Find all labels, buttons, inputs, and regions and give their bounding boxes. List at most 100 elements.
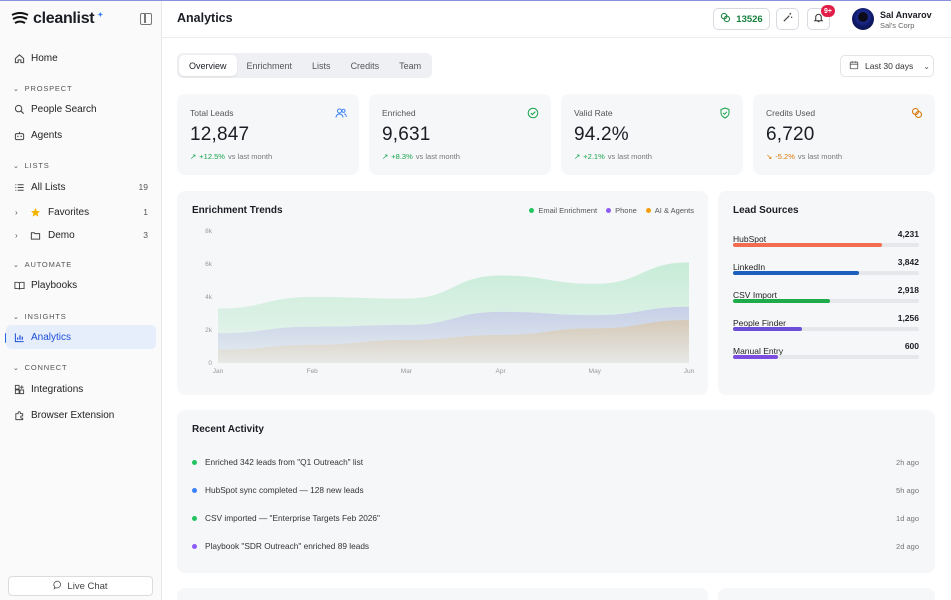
user-org: Sal's Corp: [880, 21, 915, 30]
top-header: Analytics 13526 9+ Sal Anvarov Sal's Cor…: [162, 1, 951, 38]
check-circle-icon: [527, 107, 539, 119]
legend-item-phone[interactable]: Phone: [606, 206, 637, 215]
sidebar-collapse-icon[interactable]: [140, 13, 152, 25]
activity-time: 2h ago: [896, 457, 919, 467]
activity-item[interactable]: Playbook "SDR Outreach" enriched 89 lead…: [192, 539, 919, 553]
chevron-down-icon: ⌄: [13, 85, 20, 93]
sidebar-item-label: People Search: [31, 103, 97, 115]
lead-source-value: 1,256: [897, 313, 919, 323]
notification-badge: 9+: [821, 5, 835, 17]
chevron-down-icon: ⌄: [13, 364, 20, 372]
section-lists[interactable]: ⌄ LISTS: [13, 161, 50, 170]
lead-source-bar-fill: [733, 243, 882, 247]
sidebar-item-browser-extension[interactable]: Browser Extension: [6, 403, 156, 427]
section-automate[interactable]: ⌄ AUTOMATE: [13, 260, 72, 269]
y-tick-label: 2k: [205, 327, 213, 334]
section-connect[interactable]: ⌄ CONNECT: [13, 363, 67, 372]
chart-legend: Email Enrichment Phone AI & Agents: [529, 206, 694, 215]
activity-time: 1d ago: [896, 513, 919, 523]
x-tick-label: Jan: [213, 368, 224, 375]
sidebar-item-analytics[interactable]: Analytics: [6, 325, 156, 349]
chat-icon: [53, 580, 63, 593]
coins-icon: [720, 12, 731, 26]
section-label: LISTS: [24, 161, 50, 170]
credits-balance-button[interactable]: 13526: [713, 8, 770, 30]
live-chat-button[interactable]: Live Chat: [8, 576, 153, 596]
sidebar-item-home[interactable]: Home: [6, 46, 156, 70]
magic-wand-icon: [782, 10, 793, 28]
stat-change-suffix: vs last month: [607, 152, 652, 161]
lead-source-name: CSV Import: [733, 290, 777, 300]
lead-sources-card: Lead Sources HubSpot 4,231 LinkedIn 3,842 CS…: [718, 191, 935, 395]
trend-down-icon: ↘: [766, 152, 773, 161]
activity-status-dot: [192, 487, 197, 493]
section-label: AUTOMATE: [24, 260, 73, 269]
sidebar-item-label: Demo: [48, 229, 75, 241]
sidebar-item-label: Home: [31, 52, 58, 64]
activity-text: CSV imported — "Enterprise Targets Feb 2…: [205, 513, 380, 523]
lead-source-bar-fill: [733, 355, 778, 359]
lead-sources-title: Lead Sources: [733, 205, 799, 216]
book-icon: [13, 279, 25, 291]
list-count: 1: [143, 207, 148, 217]
lead-source-bar-fill: [733, 327, 802, 331]
recent-activity-card: Recent Activity Enriched 342 leads from …: [177, 410, 935, 573]
stat-trend: ↗ +8.3% vs last month: [382, 152, 460, 161]
sidebar-item-people-search[interactable]: People Search: [6, 97, 156, 121]
area-series-ai-agents[interactable]: [218, 320, 689, 363]
activity-text: HubSpot sync completed — 128 new leads: [205, 485, 364, 495]
tab-enrichment[interactable]: Enrichment: [246, 60, 293, 71]
tab-overview[interactable]: Overview: [179, 55, 237, 76]
activity-item[interactable]: CSV imported — "Enterprise Targets Feb 2…: [192, 511, 919, 525]
tab-lists[interactable]: Lists: [312, 60, 331, 71]
lead-source-bar-track: [733, 299, 919, 303]
coins-icon: [911, 107, 923, 119]
chevron-right-icon[interactable]: ›: [15, 207, 18, 217]
home-icon: [13, 52, 25, 64]
stat-change-suffix: vs last month: [415, 152, 460, 161]
notifications-button[interactable]: 9+: [807, 5, 835, 30]
activity-item[interactable]: HubSpot sync completed — 128 new leads 5h…: [192, 483, 919, 497]
credits-value: 13526: [736, 13, 763, 25]
sidebar-item-integrations[interactable]: Integrations: [6, 377, 156, 401]
list-icon: [13, 181, 25, 193]
tab-credits[interactable]: Credits: [350, 60, 380, 71]
sidebar-item-label: Favorites: [48, 206, 90, 218]
avatar[interactable]: [852, 8, 874, 30]
sidebar: cleanlist ✦ Home ⌄ PROSPECT People Searc…: [0, 1, 162, 600]
list-count: 3: [143, 230, 148, 240]
activity-status-dot: [192, 515, 197, 521]
sidebar-item-demo[interactable]: › Demo 3: [6, 224, 156, 246]
live-chat-label: Live Chat: [67, 580, 108, 592]
stat-label: Credits Used: [766, 108, 816, 118]
user-name[interactable]: Sal Anvarov: [880, 10, 932, 20]
chevron-right-icon[interactable]: ›: [15, 230, 18, 240]
sidebar-item-all-lists[interactable]: All Lists 19: [6, 175, 156, 199]
lead-source-name: People Finder: [733, 318, 786, 328]
date-range-label: Last 30 days: [865, 61, 914, 71]
activity-item[interactable]: Enriched 342 leads from "Q1 Outreach" li…: [192, 455, 919, 469]
legend-item-email[interactable]: Email Enrichment: [529, 206, 597, 215]
sidebar-item-favorites[interactable]: › Favorites 1: [6, 201, 156, 223]
recent-activity-title: Recent Activity: [192, 424, 264, 435]
enrichment-trends-card: Enrichment Trends Email Enrichment Phone…: [177, 191, 708, 395]
brand-logo[interactable]: cleanlist ✦: [10, 10, 103, 28]
tab-team[interactable]: Team: [399, 60, 422, 71]
analytics-tabs: Overview Enrichment Lists Credits Team: [177, 53, 432, 78]
stat-card-total-leads: Total Leads 12,847 ↗ +12.5% vs last mont…: [177, 94, 359, 175]
stat-value: 6,720: [766, 124, 815, 145]
legend-item-ai-agents[interactable]: AI & Agents: [645, 206, 694, 215]
enrichment-trends-chart: 0 2k 4k 6k 8k Jan Feb Mar Apr May Jun: [205, 228, 694, 375]
sidebar-item-agents[interactable]: Agents: [6, 123, 156, 147]
section-insights[interactable]: ⌄ INSIGHTS: [13, 312, 67, 321]
date-range-select[interactable]: Last 30 days ⌄: [840, 55, 934, 77]
chart-title: Enrichment Trends: [192, 205, 283, 216]
trend-up-icon: ↗: [190, 152, 197, 161]
section-prospect[interactable]: ⌄ PROSPECT: [13, 84, 72, 93]
sidebar-item-playbooks[interactable]: Playbooks: [6, 273, 156, 297]
bot-icon: [13, 129, 25, 141]
activity-time: 2d ago: [896, 541, 919, 551]
magic-wand-button[interactable]: [776, 8, 799, 30]
y-tick-label: 0: [208, 360, 212, 367]
